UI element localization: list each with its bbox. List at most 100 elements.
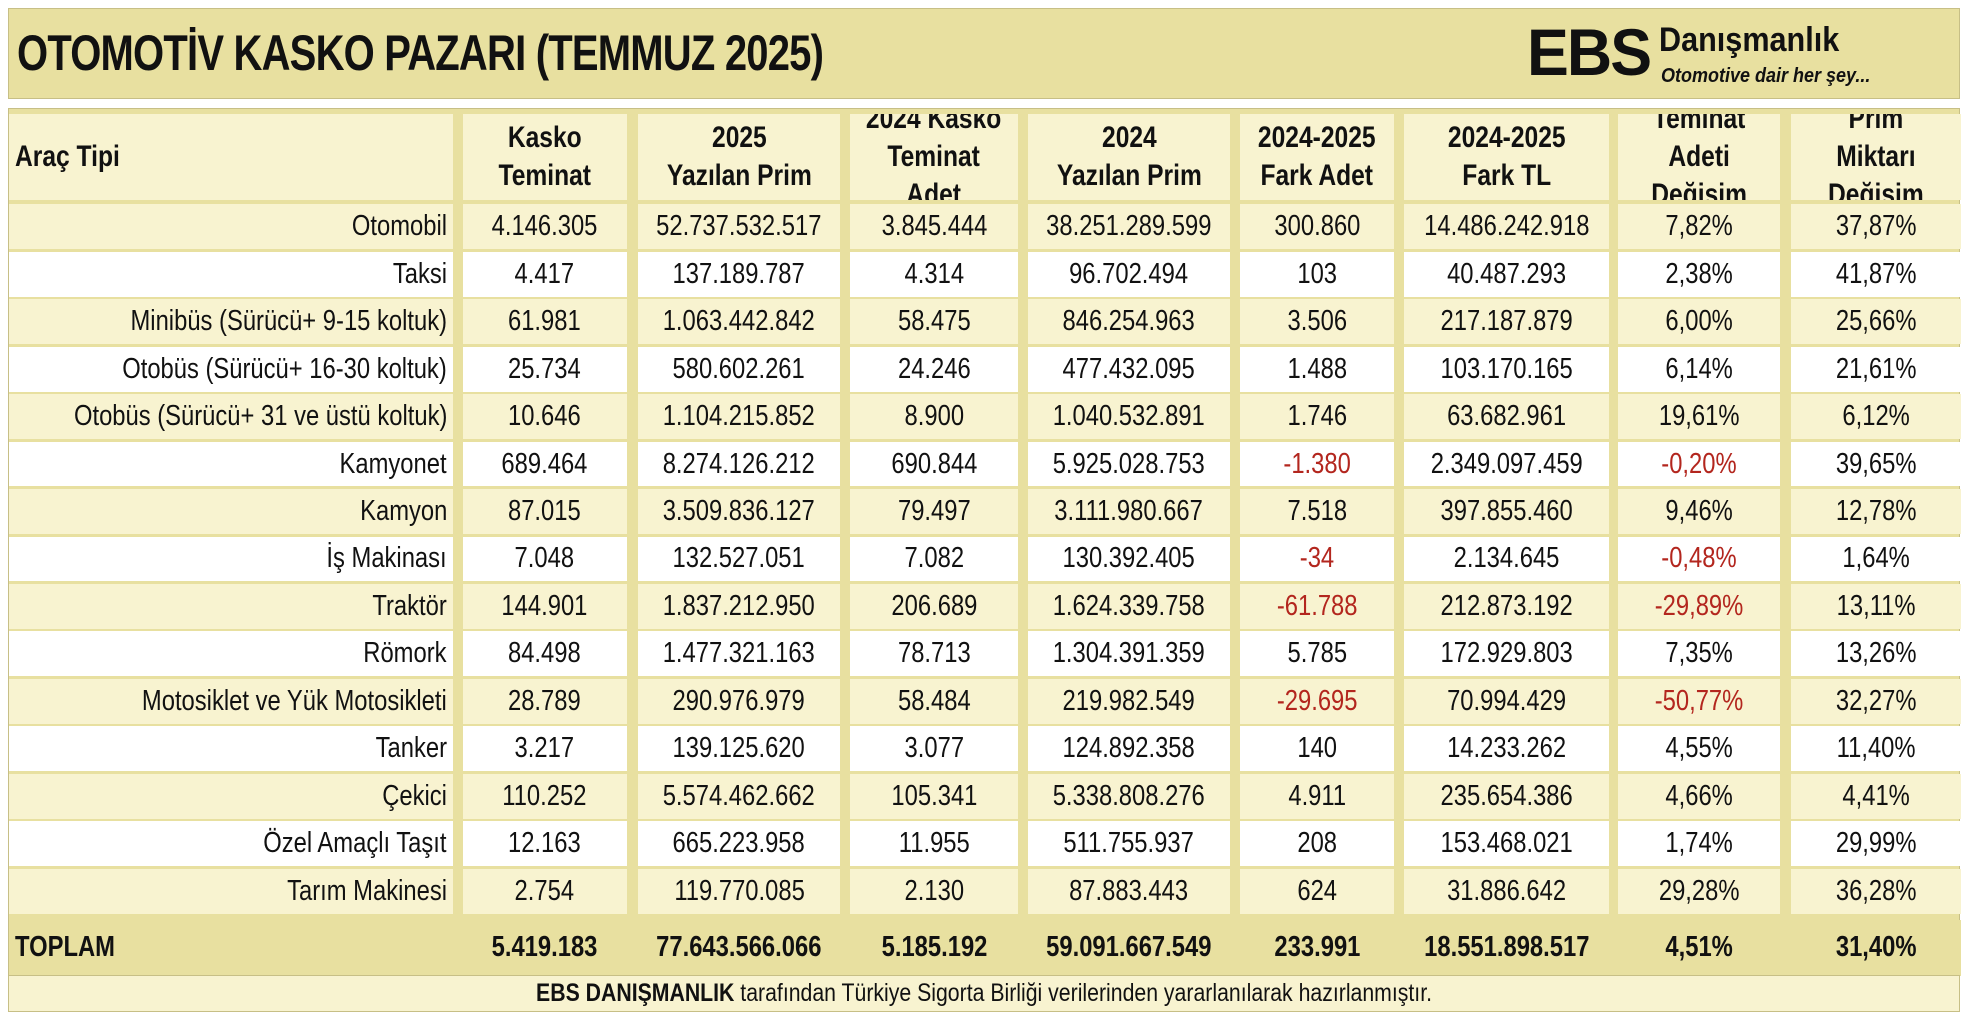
row-label: Özel Amaçlı Taşıt [9,821,453,867]
table-cell: 690.844 [850,441,1018,487]
total-cell-text: 77.643.566.066 [656,931,822,964]
row-label-text: Kamyon [359,495,447,528]
row-label: Otobüs (Sürücü+ 31 ve üstü koltuk) [9,394,453,439]
table-cell: -1.380 [1240,441,1394,487]
table-cell: 9,46% [1617,489,1780,534]
total-cell-text: 5.419.183 [491,931,598,964]
column-header-8-text: Prim Miktarı Değişim [1828,114,1924,201]
table-cell-text: 206.689 [891,589,978,622]
table-cell-text: 87.015 [508,495,582,528]
table-cell-text: 219.982.549 [1062,684,1196,717]
row-label: Otomobil [9,204,453,250]
table-cell: 153.468.021 [1403,821,1609,867]
table-cell-text: 58.484 [897,684,971,717]
table-cell-text: 8.274.126.212 [663,447,816,480]
row-label-text: Çekici [382,779,447,812]
table-cell-text: 19,61% [1658,400,1740,433]
table-cell: 4,41% [1791,773,1961,819]
table-cell-text: 13,26% [1835,637,1917,670]
table-cell: 61.981 [463,299,627,345]
table-cell: 52.737.532.517 [637,204,841,250]
table-cell-text: 25.734 [508,352,582,385]
table-cell-text: 3.111.980.667 [1054,495,1204,528]
table-cell: 13,26% [1791,631,1961,677]
table-cell-text: 79.497 [897,495,971,528]
table-cell: 3.506 [1240,299,1394,345]
table-cell: 219.982.549 [1027,678,1231,724]
table-cell: 1.624.339.758 [1027,584,1231,629]
table-cell-text: 103.170.165 [1440,352,1573,385]
table-cell: 63.682.961 [1403,394,1609,439]
column-header-8: Prim Miktarı Değişim [1791,114,1961,201]
table-cell-text: 1.624.339.758 [1052,589,1206,622]
table-cell-text: 1.746 [1287,400,1347,433]
table-cell: -34 [1240,536,1394,582]
table-cell: 103.170.165 [1403,346,1609,392]
table-cell-text: 12,78% [1835,495,1917,528]
table-cell-text: 580.602.261 [672,352,806,385]
table-cell-text: 61.981 [508,305,582,338]
table-cell: 4.417 [463,251,627,297]
table-cell-text: 1.040.532.891 [1052,400,1206,433]
table-cell-text: 7.518 [1287,495,1347,528]
table-cell: 1.104.215.852 [637,394,841,439]
row-label-text: Minibüs (Sürücü+ 9-15 koltuk) [130,305,447,338]
table-cell-text: 70.994.429 [1446,684,1566,717]
table-cell-text: 36,28% [1835,874,1917,907]
table-cell: -50,77% [1617,678,1780,724]
row-label: Motosiklet ve Yük Motosikleti [9,678,453,724]
table-cell-text: 14.486.242.918 [1423,210,1589,243]
column-header-vehicle-type-text: Araç Tipi [15,140,120,174]
table-cell: 29,28% [1617,868,1780,914]
table-cell: 37,87% [1791,204,1961,250]
table-cell-text: 2.754 [515,874,575,907]
table-cell: -61.788 [1240,584,1394,629]
table-cell: 235.654.386 [1403,773,1609,819]
table-cell: 87.883.443 [1027,868,1231,914]
table-cell: 7.082 [850,536,1018,582]
page-title: OTOMOTİV KASKO PAZARI (TEMMUZ 2025) [17,25,824,81]
table-cell: 79.497 [850,489,1018,534]
table-cell-text: -34 [1299,542,1335,575]
table-cell-text: 7.082 [904,542,964,575]
row-label-text: Otomobil [351,210,447,243]
table-cell: 12.163 [463,821,627,867]
table-cell: 212.873.192 [1403,584,1609,629]
table-cell: 70.994.429 [1403,678,1609,724]
total-cell-text: 59.091.667.549 [1046,931,1212,964]
table-cell-text: -0,20% [1661,447,1737,480]
table-cell-text: 235.654.386 [1440,779,1573,812]
table-cell: 96.702.494 [1027,251,1231,297]
table-cell-text: 96.702.494 [1069,257,1189,290]
table-cell-text: 63.682.961 [1446,400,1566,433]
row-label: Otobüs (Sürücü+ 16-30 koltuk) [9,346,453,392]
table-cell: 25,66% [1791,299,1961,345]
table-cell: 31.886.642 [1403,868,1609,914]
table-cell: 5.574.462.662 [637,773,841,819]
row-label-text: İş Makinası [326,542,447,575]
table-cell-text: 511.755.937 [1063,827,1195,860]
table-cell-text: 29,99% [1835,827,1917,860]
column-header-vehicle-type: Araç Tipi [9,114,453,201]
table-cell-text: 6,14% [1665,352,1733,385]
table-cell-text: 1.104.215.852 [663,400,816,433]
table-cell: 4.146.305 [463,204,627,250]
table-cell: 1.746 [1240,394,1394,439]
table-cell-text: 2.349.097.459 [1430,447,1583,480]
table-cell: 40.487.293 [1403,251,1609,297]
table-cell: 24.246 [850,346,1018,392]
table-cell-text: 132.527.051 [672,542,806,575]
table-cell: 397.855.460 [1403,489,1609,534]
row-label-text: Otobüs (Sürücü+ 31 ve üstü koltuk) [73,400,447,433]
footer-source-name: EBS DANIŞMANLIK [536,979,735,1007]
table-cell-text: 28.789 [508,684,582,717]
table-cell: 36,28% [1791,868,1961,914]
table-cell-text: 84.498 [508,637,582,670]
table-cell: 1.063.442.842 [637,299,841,345]
column-header-5: 2024-2025 Fark Adet [1240,114,1394,201]
table-cell-text: 52.737.532.517 [656,210,822,243]
table-cell-text: 477.432.095 [1062,352,1196,385]
table-cell: 13,11% [1791,584,1961,629]
total-cell: 18.551.898.517 [1403,919,1609,976]
total-cell: 31,40% [1791,919,1961,976]
